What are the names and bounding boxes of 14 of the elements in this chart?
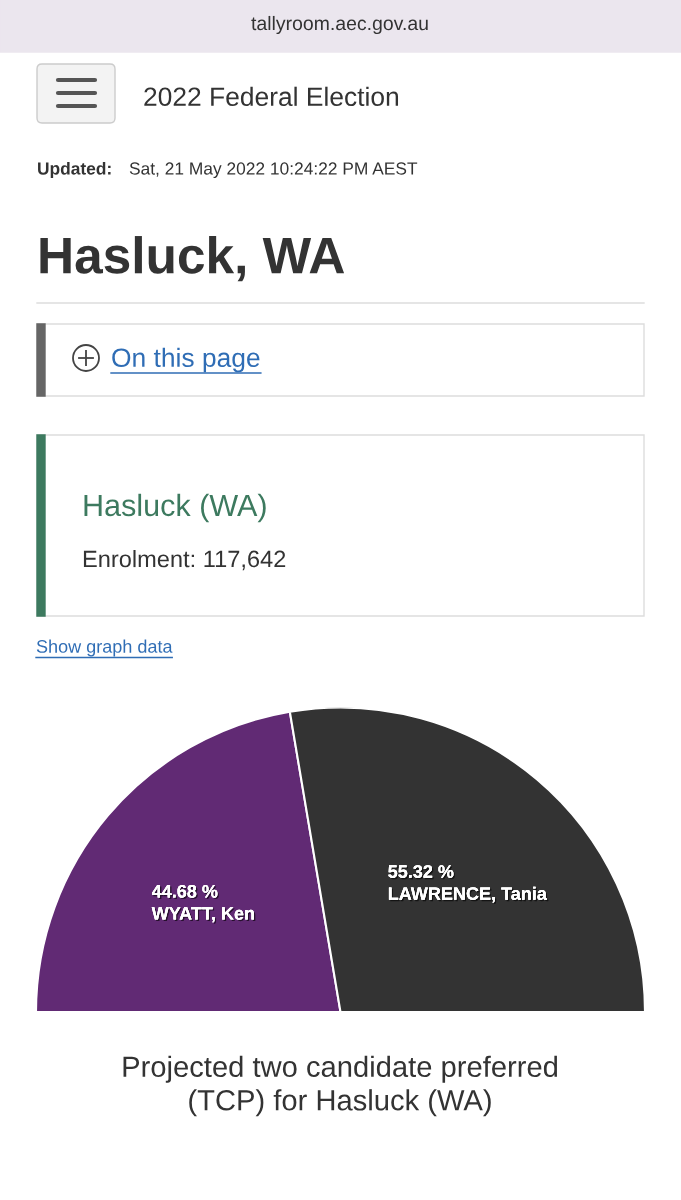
text: Updated: <box>38 161 111 179</box>
text: Hasluck (WA) <box>84 493 266 523</box>
data-label: 44.68 % <box>151 884 219 900</box>
text: Hasluck, WA <box>40 236 345 282</box>
text: Projected two candidate preferred (TCP) for Hasluck (WA) <box>123 1055 558 1117</box>
slice-label: LAWRENCE, Tania <box>388 886 549 904</box>
text: Show graph data <box>36 639 173 657</box>
text: tallyroom.aec.gov.au <box>251 15 428 35</box>
text: Enrolment: 117,642 <box>83 549 286 571</box>
text: On this page <box>112 347 260 373</box>
data-label: 55.32 % <box>388 865 455 880</box>
slice-label: WYATT, Ken <box>151 907 256 924</box>
text: Sat, 21 May 2022 10:24:22 PM AEST <box>129 162 418 179</box>
text: 2022 Federal Election <box>144 86 399 107</box>
